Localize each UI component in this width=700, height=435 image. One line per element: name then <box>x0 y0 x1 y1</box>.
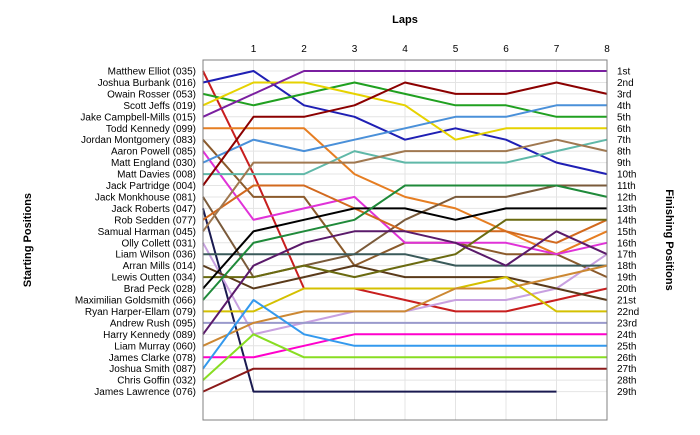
series-line <box>202 184 608 301</box>
lap-tick-label: 6 <box>503 44 509 55</box>
lap-tick-label: 4 <box>402 44 408 55</box>
finishing-position-label: 13th <box>617 204 636 215</box>
lap-tick-label: 5 <box>453 44 459 55</box>
driver-label: Olly Collett (031) <box>122 238 196 249</box>
driver-label: Joshua Burbank (016) <box>98 78 196 89</box>
driver-label: Rob Sedden (077) <box>114 215 196 226</box>
chart-title: Laps <box>392 14 418 26</box>
series-line <box>202 104 607 164</box>
series-line <box>202 70 607 118</box>
driver-label: Chris Goffin (032) <box>117 376 196 387</box>
driver-label: Matt Davies (008) <box>117 170 196 181</box>
finishing-position-label: 10th <box>617 170 636 181</box>
driver-label: Jake Campbell-Mills (015) <box>80 112 196 123</box>
lap-tick-labels: 1 2 3 4 5 6 7 8 <box>251 44 611 55</box>
series-line <box>202 81 608 187</box>
series-line <box>202 367 607 393</box>
series-line <box>202 264 608 347</box>
series-line <box>203 253 607 267</box>
series-line <box>202 207 607 290</box>
driver-label: Jack Partridge (004) <box>106 181 196 192</box>
driver-label: Matthew Elliot (035) <box>108 67 196 78</box>
finishing-position-label: 1st <box>617 67 631 78</box>
driver-label: Liam Wilson (036) <box>115 250 196 261</box>
finishing-position-label: 22nd <box>617 307 639 318</box>
finishing-position-label: 24th <box>617 330 636 341</box>
series-line <box>202 230 608 335</box>
series-line <box>202 299 607 370</box>
series-line <box>202 70 608 313</box>
finishing-position-label: 5th <box>617 112 631 123</box>
finishing-position-label: 26th <box>617 353 636 364</box>
series-lines <box>202 70 608 393</box>
finishing-position-label: 8th <box>617 147 631 158</box>
lap-tick-label: 1 <box>251 44 257 55</box>
driver-label: Jack Monkhouse (081) <box>95 192 196 203</box>
driver-label: Todd Kennedy (099) <box>106 124 196 135</box>
driver-label: Andrew Rush (095) <box>110 318 196 329</box>
finishing-position-label: 18th <box>617 261 636 272</box>
driver-label: Jack Roberts (047) <box>112 204 196 215</box>
driver-label: Owain Rosser (053) <box>107 89 196 100</box>
plot-border <box>202 59 608 421</box>
finishing-position-label: 25th <box>617 341 636 352</box>
finishing-position-label: 17th <box>617 250 636 261</box>
driver-label: Brad Peck (028) <box>124 284 196 295</box>
driver-label: Arran Mills (014) <box>123 261 196 272</box>
series-line <box>202 138 608 232</box>
driver-label: James Lawrence (076) <box>94 387 196 398</box>
lap-tick-label: 2 <box>301 44 307 55</box>
y-axis-label-right: Finishing Positions <box>663 189 675 290</box>
driver-label: Joshua Smith (087) <box>109 364 196 375</box>
series-line <box>202 333 607 381</box>
driver-label: Aaron Powell (085) <box>111 147 196 158</box>
driver-label: Ryan Harper-Ellam (079) <box>85 307 196 318</box>
finishing-position-label: 4th <box>617 101 631 112</box>
finishing-position-labels: 1st2nd3rd4th5th6th7th8th9th10th11th12th1… <box>617 67 639 399</box>
finishing-position-label: 2nd <box>617 78 634 89</box>
lap-tick-label: 3 <box>352 44 358 55</box>
driver-label: Lewis Outten (034) <box>112 273 197 284</box>
driver-label: Matt England (030) <box>111 158 196 169</box>
series-line <box>203 276 607 313</box>
driver-label: Liam Murray (060) <box>114 341 196 352</box>
driver-label: Scott Jeffs (019) <box>123 101 196 112</box>
lap-tick-label: 7 <box>554 44 560 55</box>
driver-label: Jordan Montgomery (083) <box>81 135 196 146</box>
series-line <box>203 333 607 359</box>
finishing-position-label: 28th <box>617 376 636 387</box>
series-line <box>203 138 608 176</box>
finishing-position-label: 12th <box>617 192 636 203</box>
driver-label: James Clarke (078) <box>109 353 196 364</box>
finishing-position-label: 15th <box>617 227 636 238</box>
series-line <box>202 150 608 256</box>
finishing-position-label: 16th <box>617 238 636 249</box>
finishing-position-label: 27th <box>617 364 636 375</box>
lap-tick-label: 8 <box>604 44 610 55</box>
driver-label: Harry Kennedy (089) <box>103 330 196 341</box>
y-axis-label-left: Starting Positions <box>22 193 34 287</box>
series-line <box>202 81 607 141</box>
series-line <box>203 127 608 256</box>
finishing-position-label: 7th <box>617 135 631 146</box>
series-line <box>202 264 608 301</box>
series-line <box>203 218 607 279</box>
finishing-position-label: 6th <box>617 124 631 135</box>
finishing-position-label: 9th <box>617 158 631 169</box>
finishing-position-label: 21st <box>617 296 636 307</box>
series-line <box>202 208 557 393</box>
driver-label: Maximilian Goldsmith (066) <box>75 296 196 307</box>
finishing-position-label: 3rd <box>617 89 631 100</box>
finishing-position-label: 29th <box>617 387 636 398</box>
finishing-position-label: 11th <box>617 181 636 192</box>
finishing-position-label: 14th <box>617 215 636 226</box>
finishing-position-label: 19th <box>617 273 636 284</box>
finishing-position-label: 20th <box>617 284 636 295</box>
finishing-position-label: 23rd <box>617 318 637 329</box>
starting-position-labels: Matthew Elliot (035)Joshua Burbank (016)… <box>75 67 196 399</box>
driver-label: Samual Harman (045) <box>98 227 196 238</box>
series-line <box>202 81 607 118</box>
